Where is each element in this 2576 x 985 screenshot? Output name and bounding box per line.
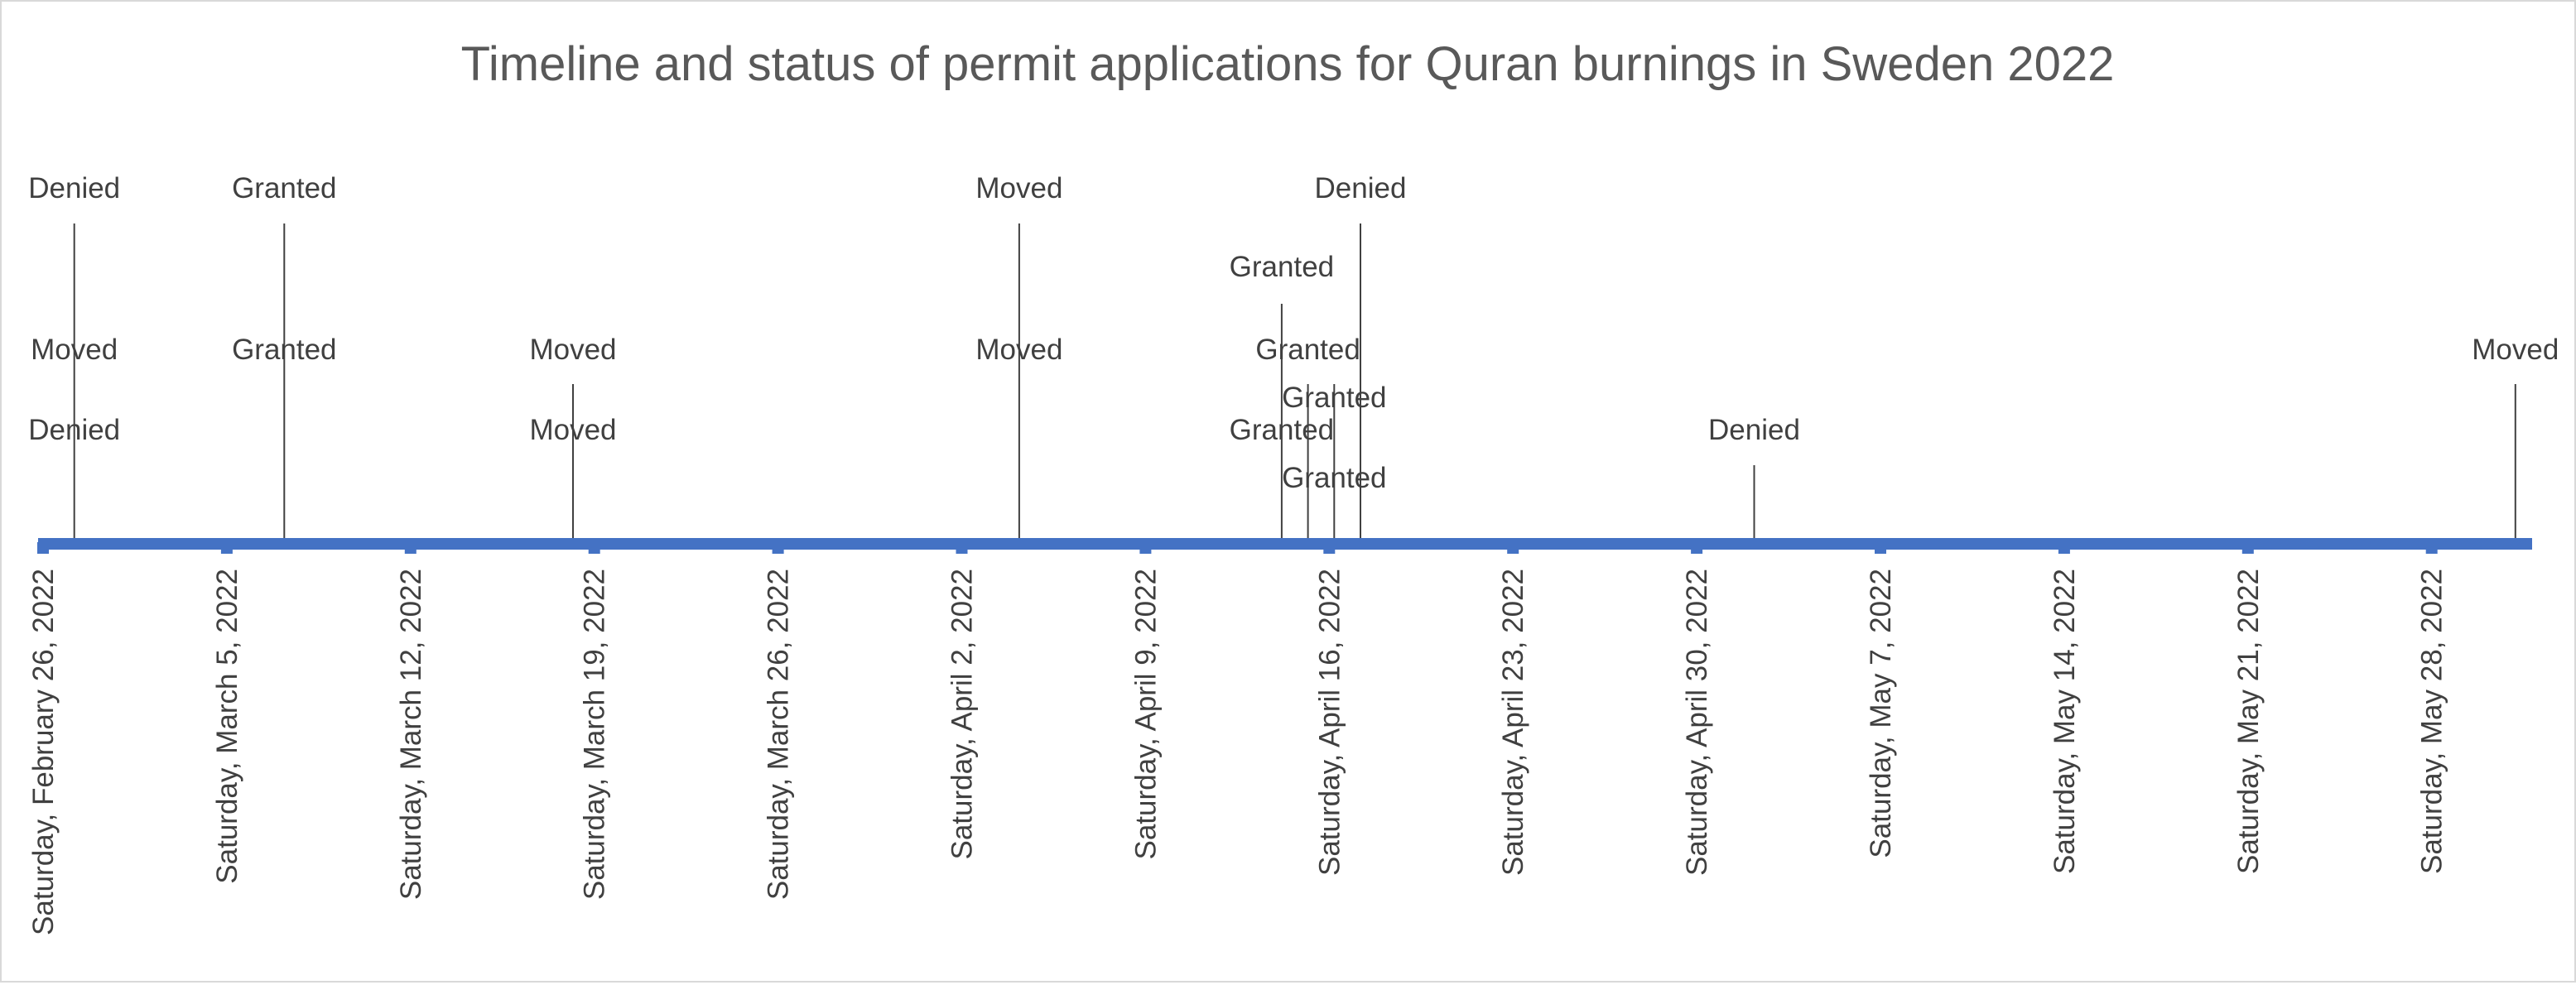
axis-tick-mark — [2058, 542, 2070, 554]
axis-tick-label: Saturday, February 26, 2022 — [27, 569, 60, 935]
axis-tick-mark — [2241, 542, 2254, 554]
event-stems — [73, 223, 2516, 544]
axis-tick-label: Saturday, March 5, 2022 — [211, 569, 243, 884]
axis-tick-mark — [588, 542, 600, 554]
event-status-label: Granted — [232, 334, 336, 366]
axis-tick-mark — [1507, 542, 1519, 554]
event-status-label: Granted — [1255, 334, 1360, 366]
axis-tick-labels: Saturday, February 26, 2022 Saturday, Mar… — [27, 569, 2448, 935]
event-status-label: Denied — [1315, 172, 1407, 204]
axis-tick-label: Saturday, May 7, 2022 — [1865, 569, 1897, 858]
axis-tick-label: Saturday, April 16, 2022 — [1313, 569, 1346, 876]
axis-tick-mark — [772, 542, 784, 554]
axis-tick-label: Saturday, March 26, 2022 — [763, 569, 795, 900]
axis-tick-mark — [404, 542, 416, 554]
axis-tick-mark — [1875, 542, 1886, 554]
event-status-label: Denied — [1708, 414, 1800, 446]
axis-tick-label: Saturday, March 12, 2022 — [395, 569, 427, 900]
axis-tick-label: Saturday, April 23, 2022 — [1497, 569, 1529, 876]
event-status-label: Granted — [1282, 382, 1386, 414]
axis-tick-mark — [2425, 542, 2438, 554]
event-status-label: Denied — [28, 414, 120, 446]
event-status-label: Granted — [1230, 251, 1334, 283]
event-status-label: Moved — [529, 414, 616, 446]
axis-tick-label: Saturday, April 2, 2022 — [946, 569, 979, 860]
axis-tick-label: Saturday, April 9, 2022 — [1129, 569, 1162, 860]
event-status-label: Moved — [529, 334, 616, 366]
axis-tick-mark — [1691, 542, 1703, 554]
event-status-label: Moved — [2472, 334, 2559, 366]
event-status-label: Moved — [975, 172, 1062, 204]
event-status-label: Moved — [975, 334, 1062, 366]
axis-tick-label: Saturday, May 21, 2022 — [2232, 569, 2265, 874]
axis-tick-mark — [220, 542, 233, 554]
axis-tick-label: Saturday, May 14, 2022 — [2049, 569, 2081, 874]
axis-tick-mark — [956, 542, 968, 554]
axis-tick-label: Saturday, March 19, 2022 — [579, 569, 611, 900]
axis-tick-mark — [1323, 542, 1336, 554]
axis-tick-mark — [1139, 542, 1152, 554]
event-status-label: Denied — [28, 172, 120, 204]
chart-title: Timeline and status of permit applicatio… — [461, 37, 2115, 91]
axis-tick-mark — [37, 542, 49, 554]
event-status-label: Granted — [232, 172, 336, 204]
axis-tick-label: Saturday, April 30, 2022 — [1681, 569, 1713, 876]
event-status-label: Moved — [31, 334, 118, 366]
event-status-label: Granted — [1282, 462, 1386, 494]
event-status-label: Granted — [1230, 414, 1334, 446]
axis-tick-label: Saturday, May 28, 2022 — [2416, 569, 2448, 874]
axis-ticks — [37, 542, 2438, 554]
